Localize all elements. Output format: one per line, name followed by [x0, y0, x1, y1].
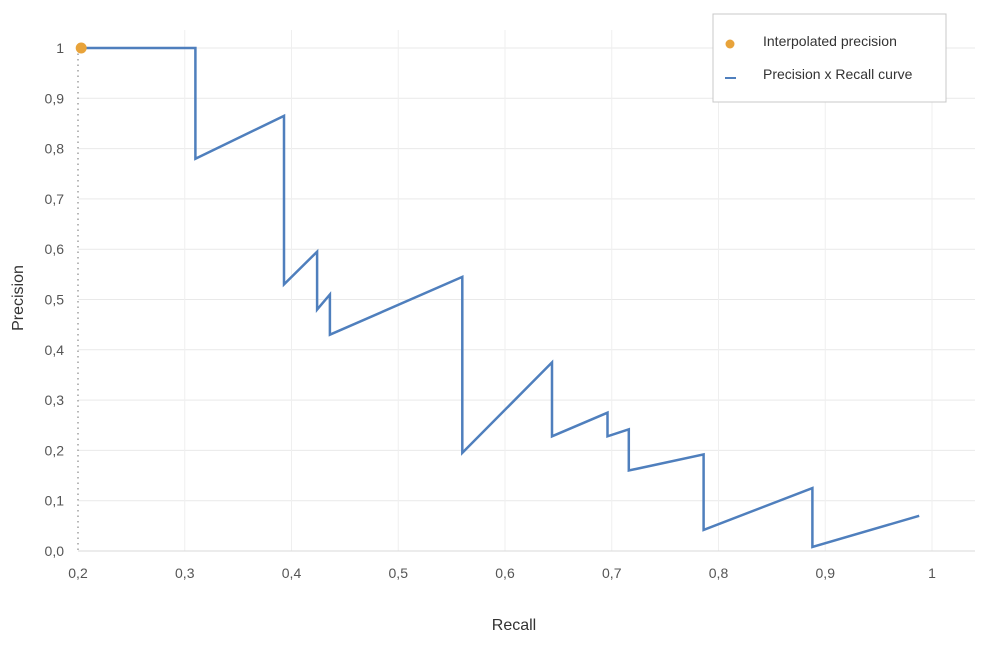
x-axis-title: Recall — [492, 617, 536, 634]
y-tick-label: 0,6 — [45, 241, 65, 257]
x-tick-label: 0,8 — [709, 565, 729, 581]
y-tick-label: 0,0 — [45, 543, 65, 559]
y-tick-label: 0,1 — [45, 493, 65, 509]
y-tick-label: 0,8 — [45, 141, 65, 157]
y-tick-label: 0,4 — [45, 342, 65, 358]
x-tick-label: 0,3 — [175, 565, 195, 581]
legend-box — [712, 13, 947, 103]
y-axis-title: Precision — [10, 265, 27, 331]
x-axis-ticks: 0,2 0,3 0,4 0,5 0,6 0,7 0,8 0,9 1 — [68, 565, 936, 581]
y-tick-label: 0,9 — [45, 90, 65, 106]
legend-label: Precision x Recall curve — [763, 66, 913, 82]
y-tick-label: 0,2 — [45, 442, 65, 458]
y-tick-label: 0,5 — [45, 292, 65, 308]
x-tick-label: 0,5 — [389, 565, 409, 581]
x-tick-label: 0,9 — [816, 565, 836, 581]
x-tick-label: 0,2 — [68, 565, 88, 581]
x-tick-label: 0,4 — [282, 565, 302, 581]
legend-marker-interpolated — [725, 39, 735, 49]
legend: Interpolated precision Precision x Recall… — [712, 13, 947, 103]
legend-label: Interpolated precision — [763, 33, 897, 49]
y-tick-label: 0,7 — [45, 191, 65, 207]
interpolated-precision-point — [75, 42, 87, 54]
grid — [78, 30, 975, 552]
x-tick-label: 1 — [928, 565, 936, 581]
series-layer — [75, 42, 920, 549]
y-tick-label: 0,3 — [45, 392, 65, 408]
x-tick-label: 0,7 — [602, 565, 622, 581]
y-tick-label: 1 — [56, 40, 64, 56]
y-axis-ticks: 0,0 0,1 0,2 0,3 0,4 0,5 0,6 0,7 0,8 0,9 1 — [45, 40, 65, 559]
x-tick-label: 0,6 — [495, 565, 515, 581]
precision-recall-curve-line — [81, 46, 920, 549]
